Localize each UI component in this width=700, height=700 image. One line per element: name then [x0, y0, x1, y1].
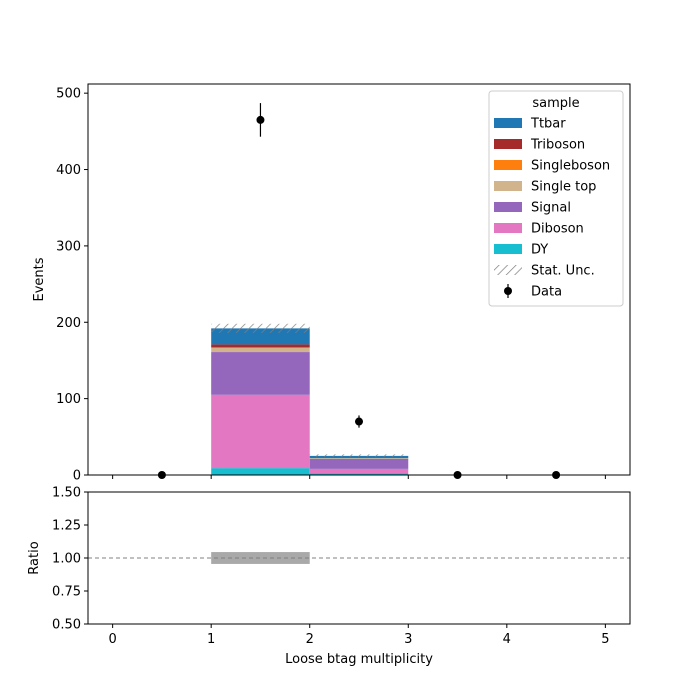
stat-unc-hatch [211, 323, 409, 457]
x-tick-label: 2 [306, 632, 314, 647]
bar-dy [309, 473, 409, 475]
ratio-y-ticks: 0.50 0.75 1.00 1.25 1.50 [52, 486, 88, 633]
legend-box [488, 90, 624, 307]
bar-single-top [309, 458, 409, 459]
main-y-ticks: 0 100 200 300 400 500 [56, 87, 88, 484]
legend-label-data: Data [531, 285, 562, 300]
bar-signal [309, 458, 409, 469]
ratio-y-tick-label: 1.25 [52, 519, 81, 534]
y-tick-label: 300 [56, 239, 81, 254]
main-panel: 0 100 200 300 400 500 Events [32, 83, 631, 484]
data-point [256, 115, 265, 124]
x-axis-label: Loose btag multiplicity [285, 652, 433, 667]
x-tick-label: 5 [601, 632, 609, 647]
legend-swatch-diboson [494, 223, 522, 233]
bar-dy [211, 468, 310, 475]
ratio-panel: 0.50 0.75 1.00 1.25 1.50 0 1 2 3 4 5 Ratio Loose … [27, 486, 631, 667]
ratio-unc-band-bin [211, 552, 310, 564]
legend-swatch-signal [494, 202, 522, 212]
ratio-y-tick-label: 1.50 [52, 486, 81, 501]
bar-single-top [211, 347, 310, 353]
legend-label-single-top: Single top [531, 180, 596, 195]
legend-label-ttbar: Ttbar [530, 117, 566, 132]
stacked-bars [211, 328, 409, 475]
ratio-y-tick-label: 0.50 [52, 618, 81, 633]
main-y-label: Events [32, 257, 47, 301]
y-tick-label: 0 [73, 469, 81, 484]
y-tick-label: 100 [56, 392, 81, 407]
bar-diboson [211, 394, 310, 469]
legend-label-diboson: Diboson [531, 222, 584, 237]
x-tick-label: 1 [207, 632, 215, 647]
legend-swatch-dy [494, 244, 522, 254]
y-tick-label: 200 [56, 316, 81, 331]
data-point [355, 417, 363, 426]
legend-swatch-stat-unc [494, 265, 522, 275]
x-tick-label: 0 [108, 632, 116, 647]
main-x-ticks [112, 475, 606, 479]
legend: sample Ttbar Triboson Singleboson Single to… [488, 90, 624, 307]
ratio-y-tick-label: 0.75 [52, 585, 81, 600]
stat-unc-hatch-bin [309, 454, 409, 457]
main-plot-frame [87, 83, 631, 476]
ratio-x-ticks: 0 1 2 3 4 5 [108, 624, 610, 647]
legend-title: sample [532, 96, 579, 111]
legend-label-singleboson: Singleboson [531, 159, 610, 174]
ratio-y-tick-label: 1.00 [52, 552, 81, 567]
stat-unc-hatch-bin [211, 323, 310, 333]
x-tick-label: 3 [404, 632, 412, 647]
legend-label-dy: DY [531, 243, 548, 258]
bar-signal [211, 352, 310, 395]
legend-swatch-data [504, 287, 512, 295]
bar-triboson [211, 344, 310, 348]
ratio-unc-band [211, 552, 310, 564]
x-tick-label: 4 [503, 632, 511, 647]
legend-swatch-ttbar [494, 118, 522, 128]
bar-ttbar [309, 455, 409, 459]
legend-swatch-triboson [494, 139, 522, 149]
ratio-y-label: Ratio [27, 541, 42, 574]
legend-label-stat-unc: Stat. Unc. [531, 264, 595, 279]
legend-swatch-singleboson [494, 160, 522, 170]
legend-swatch-single-top [494, 181, 522, 191]
legend-items: Ttbar Triboson Singleboson Single top Signal… [494, 117, 610, 300]
y-tick-label: 500 [56, 87, 81, 102]
bar-diboson [309, 468, 409, 474]
legend-label-triboson: Triboson [530, 138, 585, 153]
y-tick-label: 400 [56, 163, 81, 178]
legend-label-signal: Signal [531, 201, 571, 216]
